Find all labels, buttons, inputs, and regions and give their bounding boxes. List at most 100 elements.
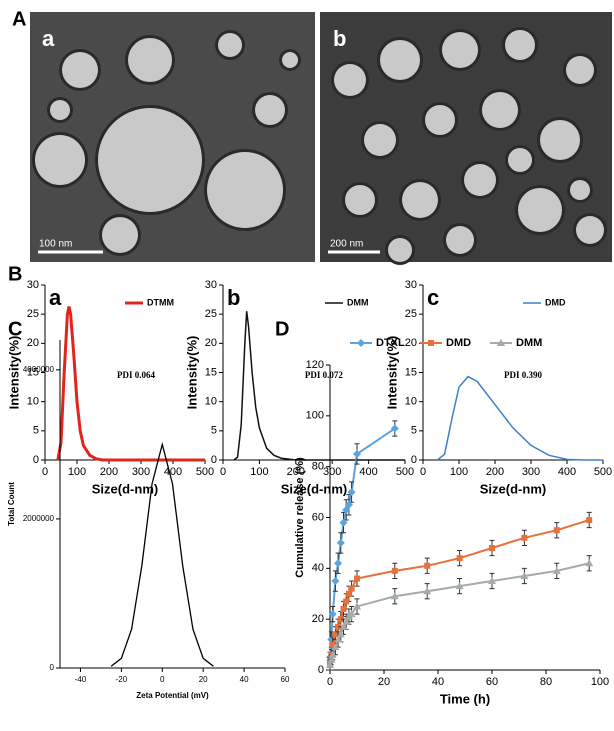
marker (585, 559, 594, 567)
x-tick-label: 60 (281, 675, 290, 684)
y-tick-label: 10 (27, 396, 39, 408)
x-tick-label: 300 (132, 466, 150, 478)
x-tick-label: 100 (450, 466, 468, 478)
y-tick-label: 10 (405, 396, 417, 408)
particle (508, 148, 532, 172)
y-tick-label: 120 (306, 359, 324, 371)
x-tick-label: 0 (42, 466, 48, 478)
y-tick-label: 30 (405, 279, 417, 291)
y-axis-label: Intensity(%) (384, 336, 399, 410)
y-tick-label: 30 (205, 279, 217, 291)
y-tick-label: 4000000 (23, 365, 55, 374)
particle (570, 180, 590, 200)
x-tick-label: 0 (327, 676, 333, 688)
legend-label: DTXL (376, 337, 405, 349)
x-axis-label: Size(d-nm) (281, 481, 347, 496)
particle (62, 52, 98, 88)
x-tick-label: 20 (199, 675, 208, 684)
chart-panel-label: b (227, 285, 240, 310)
particle (446, 226, 474, 254)
x-tick-label: 300 (522, 466, 540, 478)
legend-label: DMM (516, 337, 542, 349)
particle (540, 120, 580, 160)
y-tick-label: 0 (318, 664, 324, 676)
y-tick-label: 20 (312, 613, 324, 625)
particle (50, 100, 70, 120)
panel-label: B (8, 263, 22, 285)
y-tick-label: 15 (405, 366, 417, 378)
x-axis-label: Time (h) (440, 691, 490, 706)
x-tick-label: 200 (287, 466, 305, 478)
marker (488, 577, 496, 585)
particle (442, 32, 478, 68)
x-tick-label: 80 (540, 676, 552, 688)
y-tick-label: 25 (405, 308, 417, 320)
y-tick-label: 20 (405, 337, 417, 349)
legend-label: DMD (545, 297, 566, 307)
marker (347, 610, 356, 618)
particle (35, 135, 85, 185)
legend-label: DMD (446, 337, 471, 349)
y-tick-label: 20 (205, 337, 217, 349)
y-axis-label: Intensity(%) (184, 336, 199, 410)
marker (497, 339, 505, 346)
y-tick-label: 0 (50, 663, 55, 672)
particle (98, 108, 202, 212)
x-axis-label: Size(d-nm) (480, 481, 546, 496)
marker (390, 592, 399, 600)
x-axis-label: Size(d-nm) (92, 481, 158, 496)
y-tick-label: 0 (211, 454, 217, 466)
series-line (110, 441, 214, 667)
marker (334, 559, 343, 568)
particle (334, 64, 366, 96)
scale-label: 100 nm (39, 239, 72, 250)
x-tick-label: 200 (100, 466, 118, 478)
x-tick-label: 400 (359, 466, 377, 478)
particle (102, 217, 138, 253)
marker (335, 623, 342, 630)
marker (327, 655, 336, 663)
particle (402, 182, 438, 218)
annotation: PDI 0.064 (117, 370, 155, 380)
marker (390, 424, 399, 433)
x-tick-label: 40 (432, 676, 444, 688)
marker (337, 616, 344, 623)
marker (553, 527, 560, 534)
particle (345, 185, 375, 215)
x-tick-label: 20 (378, 676, 390, 688)
particle (282, 52, 298, 68)
marker (520, 571, 529, 579)
particle (255, 95, 285, 125)
y-tick-label: 80 (312, 461, 324, 473)
particle (566, 56, 594, 84)
marker (455, 582, 464, 590)
y-tick-label: 0 (33, 454, 39, 466)
x-tick-label: -20 (116, 675, 128, 684)
marker (340, 606, 347, 612)
x-tick-label: 500 (396, 466, 414, 478)
image-label: b (333, 26, 346, 51)
image-label: a (42, 26, 55, 51)
marker (353, 449, 361, 458)
particle (128, 38, 172, 82)
marker (342, 617, 351, 625)
y-tick-label: 5 (411, 425, 417, 437)
y-tick-label: 2000000 (23, 514, 55, 523)
particle (388, 238, 412, 262)
marker (336, 630, 345, 638)
particle (425, 105, 455, 135)
y-axis-label: Total Count (7, 482, 16, 526)
y-tick-label: 25 (27, 308, 39, 320)
chart-panel-label: a (49, 285, 62, 310)
series-line (233, 311, 405, 461)
x-tick-label: 300 (323, 466, 341, 478)
marker (331, 643, 340, 651)
particle (207, 152, 283, 228)
y-tick-label: 10 (205, 396, 217, 408)
particle (505, 30, 535, 60)
x-tick-label: 100 (68, 466, 86, 478)
y-tick-label: 25 (205, 308, 217, 320)
marker (348, 585, 355, 592)
